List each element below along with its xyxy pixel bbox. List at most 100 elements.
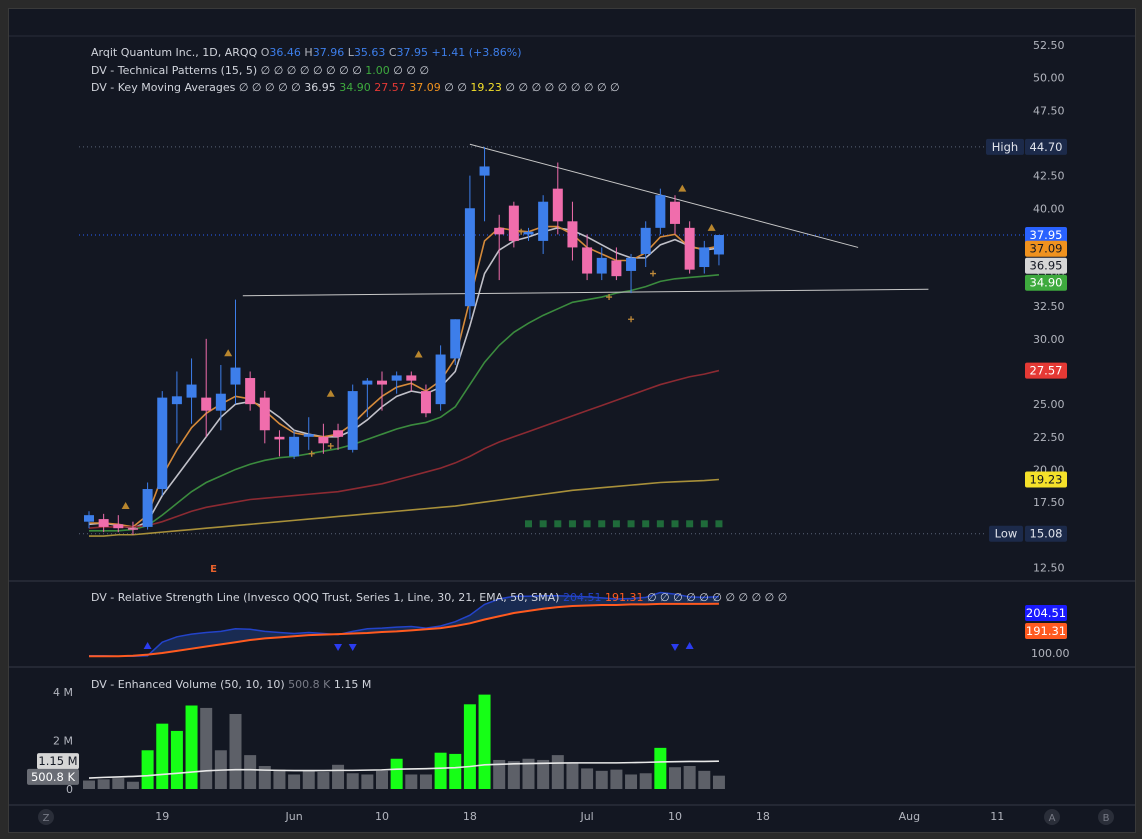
volume-bar (449, 753, 462, 789)
candle-body (171, 396, 182, 405)
rs-sma-value-tag: 191.31 (1026, 624, 1066, 638)
volume-bar (610, 769, 623, 789)
volume-base-tag: 500.8 K (31, 770, 76, 784)
volume-bar (229, 713, 242, 789)
volume-bar (258, 766, 271, 789)
pattern-cross (606, 294, 613, 301)
pattern-cross (518, 228, 525, 235)
volume-bar (302, 770, 315, 789)
candle-body (406, 375, 417, 381)
x-axis-tick-label: Jun (285, 810, 303, 823)
volume-bar (156, 723, 169, 789)
candle-body (274, 436, 285, 440)
signal-square (700, 520, 708, 528)
price-label: 37.09 (1030, 242, 1063, 256)
volume-bar (112, 778, 125, 789)
volume-bar (581, 768, 594, 789)
candle-body (596, 257, 607, 274)
candle-body (684, 227, 695, 270)
candle-body (611, 260, 622, 277)
pattern-cross (628, 316, 635, 323)
low-tag-bg (989, 525, 1023, 542)
candle-body (464, 208, 475, 307)
price-chart[interactable]: 52.5050.0047.5045.0042.5040.0037.5035.00… (9, 9, 1135, 832)
moving-average-line (89, 274, 720, 532)
signal-square (525, 520, 532, 528)
price-tick-label: 32.50 (1033, 300, 1065, 313)
candle-body (538, 201, 549, 241)
candle-body (435, 354, 446, 405)
candle-body (186, 384, 197, 398)
candle-body (552, 188, 563, 222)
price-label: 27.57 (1030, 364, 1063, 378)
volume-tick-label: 4 M (53, 686, 73, 699)
candle-body (699, 247, 710, 268)
candle-body (157, 397, 168, 490)
volume-bar (493, 759, 506, 789)
volume-bar (126, 781, 139, 789)
candle-body (142, 489, 153, 527)
low-value-tag: 15.08 (1030, 527, 1063, 541)
pattern-triangle (224, 349, 233, 357)
rs-axis-tick: 100.00 (1031, 647, 1070, 660)
candle-body (567, 221, 578, 248)
candle-body (479, 166, 490, 176)
candle-body (333, 430, 344, 437)
volume-bar (419, 774, 432, 789)
volume-bar (288, 774, 301, 789)
volume-legend: DV - Enhanced Volume (50, 10, 10) 500.8 … (91, 678, 371, 691)
volume-base-tag-bg (27, 768, 79, 785)
signal-square (568, 520, 576, 528)
price-tick-label: 47.50 (1033, 104, 1065, 117)
pattern-triangle (707, 223, 716, 231)
volume-avg-tag: 1.15 M (38, 754, 77, 768)
candle-body (713, 235, 724, 255)
high-value-tag: 44.70 (1030, 140, 1063, 154)
volume-bar (141, 750, 154, 789)
price-tick-label: 52.50 (1033, 39, 1065, 52)
pattern-cross (308, 450, 315, 457)
moving-average-line (89, 225, 720, 528)
volume-tick-label: 0 (66, 783, 73, 796)
signal-square (583, 520, 591, 528)
price-label: 36.95 (1030, 259, 1063, 273)
candle-body (347, 391, 358, 450)
volume-bar (639, 773, 652, 789)
volume-bar (200, 707, 213, 789)
volume-bar (654, 747, 667, 789)
volume-avg-tag-bg (37, 753, 79, 770)
x-axis-tick-label: Jul (579, 810, 593, 823)
volume-bar (390, 758, 403, 789)
x-axis-tick-label: 18 (756, 810, 770, 823)
price-label-bg (1025, 240, 1067, 257)
price-label: 34.90 (1030, 276, 1063, 290)
price-label-bg (1025, 274, 1067, 291)
volume-bar (83, 780, 95, 789)
price-tick-label: 50.00 (1033, 72, 1065, 85)
bottom-badge-a-bg (1044, 809, 1060, 825)
legend-patterns-line: DV - Technical Patterns (15, 5) ∅ ∅ ∅ ∅ … (91, 64, 429, 77)
rs-up-triangle (143, 642, 152, 649)
pattern-triangle (678, 184, 687, 192)
low-tag: Low (995, 527, 1018, 541)
bottom-badge-z-bg (38, 809, 54, 825)
moving-average-line (89, 478, 720, 537)
volume-bar (361, 774, 374, 789)
pattern-triangle (121, 502, 130, 510)
candle-body (215, 393, 226, 411)
trendline (242, 288, 929, 297)
x-axis-tick-label: 18 (463, 810, 477, 823)
price-tick-label: 40.00 (1033, 202, 1065, 215)
rs-sma-value-tag-bg (1025, 623, 1067, 639)
rs-up-triangle (685, 642, 694, 649)
volume-bar (478, 694, 491, 789)
volume-bar (507, 761, 520, 789)
bottom-badge-z: Z (43, 813, 50, 824)
volume-bar (376, 770, 388, 789)
rs-line (89, 591, 719, 657)
candle-body (303, 434, 314, 437)
rs-down-triangle (334, 644, 343, 651)
high-tag: High (992, 140, 1018, 154)
volume-bar (683, 766, 696, 789)
volume-bar (434, 752, 447, 789)
